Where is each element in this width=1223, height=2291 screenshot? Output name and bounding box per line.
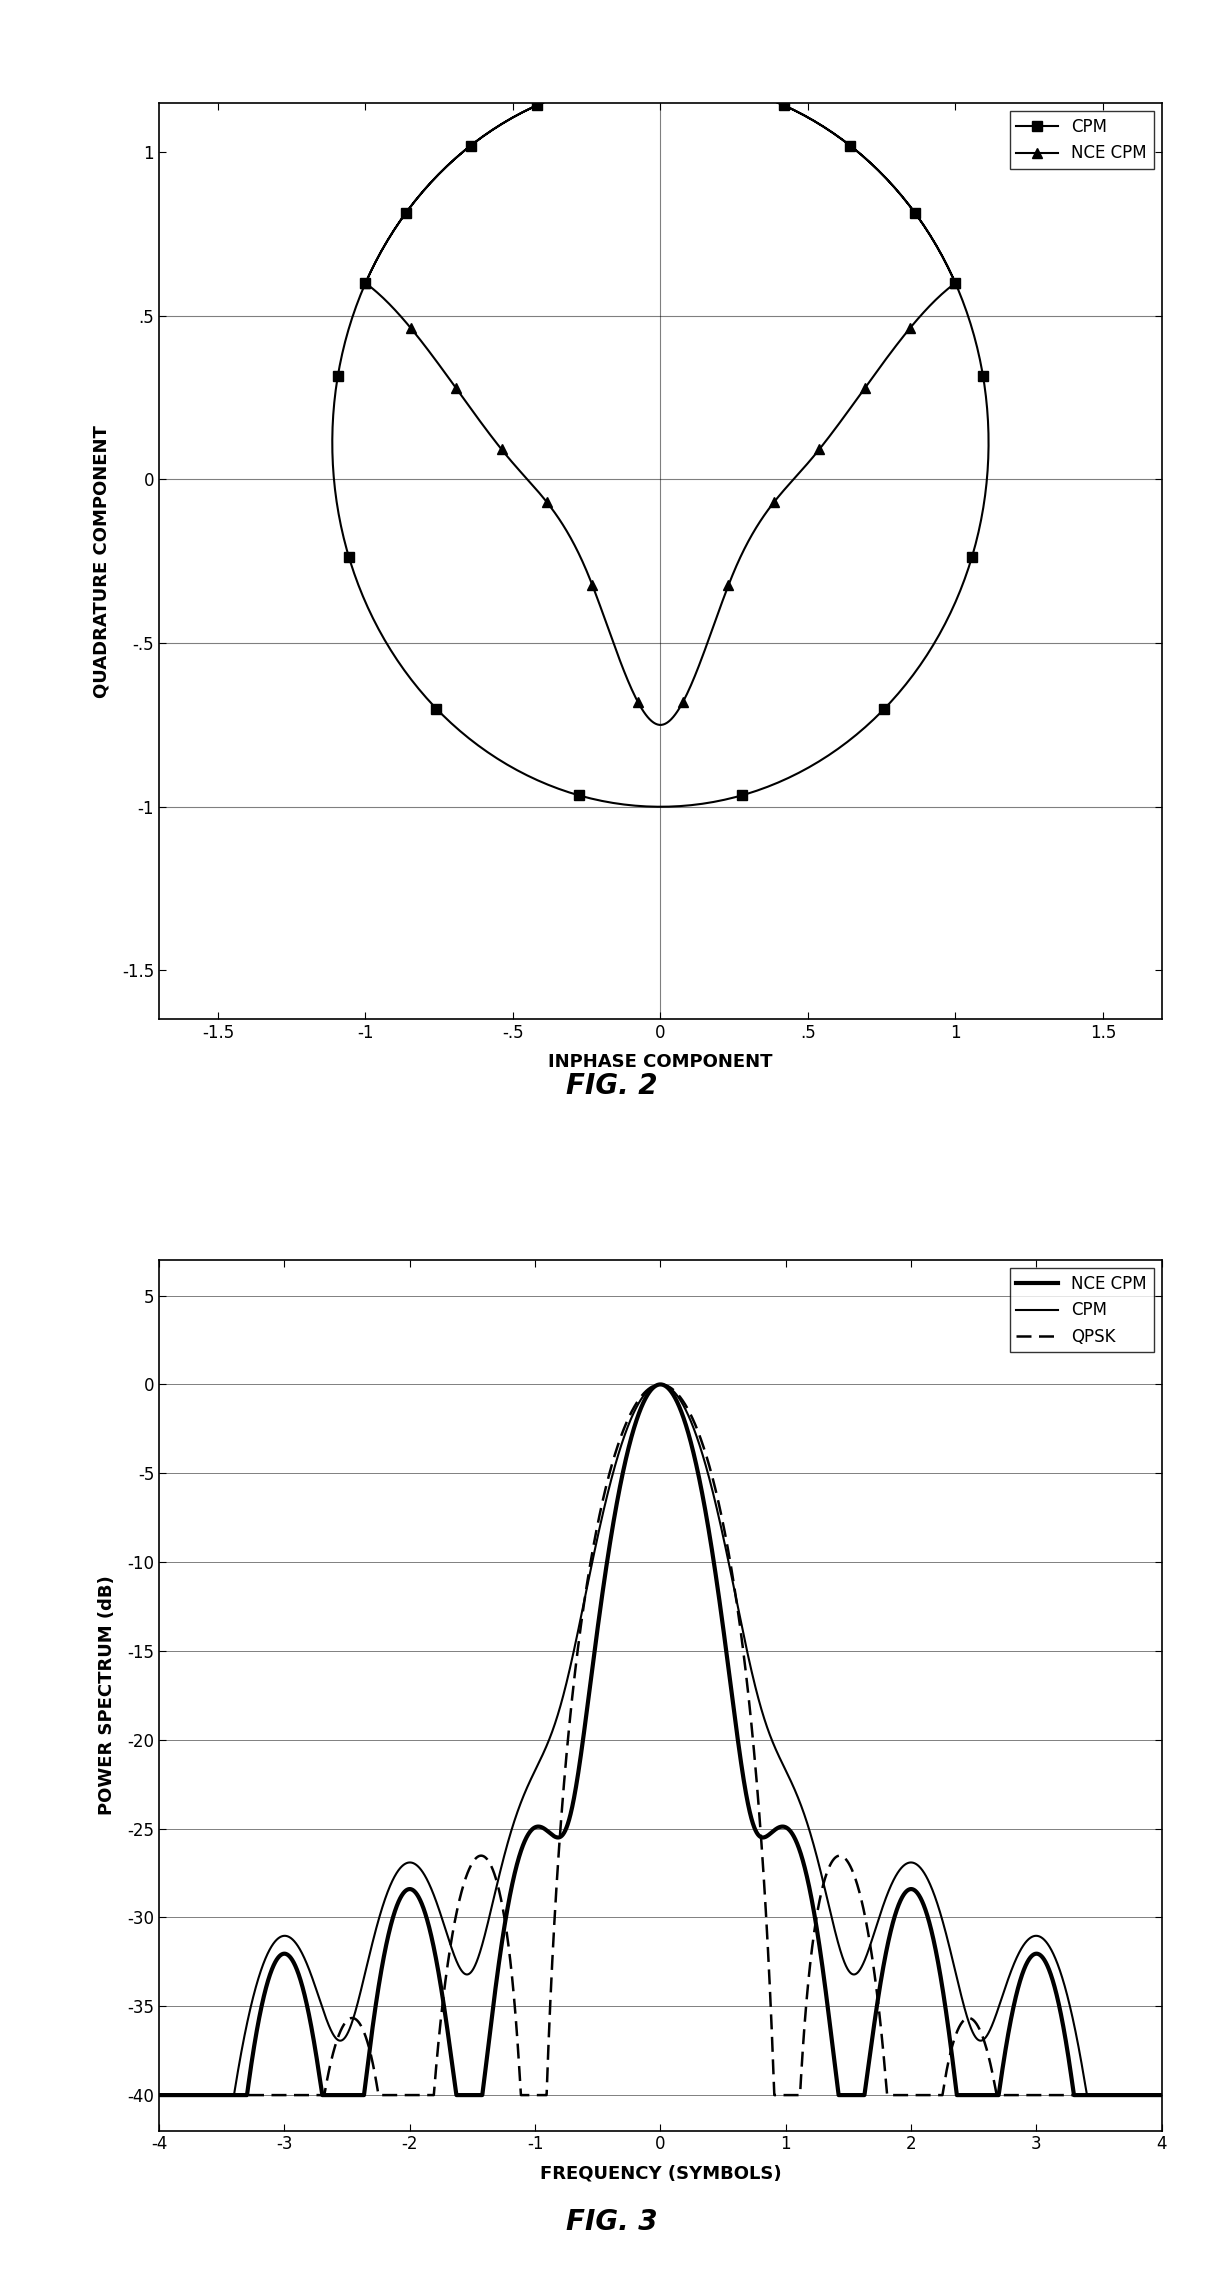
QPSK <box>745 1721 759 1748</box>
NCE CPM <box>1155 2080 1169 2108</box>
QPSK <box>152 2080 166 2108</box>
Line: NCE CPM: NCE CPM <box>159 1384 1162 2094</box>
Text: FIG. 2: FIG. 2 <box>566 1072 657 1100</box>
CPM <box>1155 2080 1169 2108</box>
NCE CPM <box>895 1883 910 1911</box>
QPSK <box>789 2080 804 2108</box>
NCE CPM <box>202 2080 216 2108</box>
Line: QPSK: QPSK <box>159 1384 1162 2094</box>
X-axis label: INPHASE COMPONENT: INPHASE COMPONENT <box>548 1054 773 1072</box>
NCE CPM <box>789 1828 804 1856</box>
NCE CPM <box>653 1370 668 1398</box>
Y-axis label: QUADRATURE COMPONENT: QUADRATURE COMPONENT <box>93 424 111 699</box>
NCE CPM <box>515 1835 530 1863</box>
NCE CPM <box>152 2080 166 2108</box>
Legend: NCE CPM, CPM, QPSK: NCE CPM, CPM, QPSK <box>1009 1269 1153 1352</box>
Line: CPM: CPM <box>159 1384 1162 2094</box>
QPSK <box>949 2021 964 2048</box>
QPSK <box>1155 2080 1169 2108</box>
CPM <box>202 2080 216 2108</box>
CPM <box>895 1853 910 1881</box>
NCE CPM <box>745 1808 759 1835</box>
QPSK <box>895 2080 910 2108</box>
QPSK <box>515 2080 530 2108</box>
Text: FIG. 3: FIG. 3 <box>566 2209 657 2236</box>
QPSK <box>202 2080 216 2108</box>
Legend: CPM, NCE CPM: CPM, NCE CPM <box>1009 112 1153 170</box>
CPM <box>789 1780 804 1808</box>
CPM <box>745 1661 759 1688</box>
QPSK <box>653 1370 668 1398</box>
Y-axis label: POWER SPECTRUM (dB): POWER SPECTRUM (dB) <box>98 1576 116 1814</box>
CPM <box>949 1961 964 1989</box>
CPM <box>152 2080 166 2108</box>
X-axis label: FREQUENCY (SYMBOLS): FREQUENCY (SYMBOLS) <box>539 2165 781 2183</box>
NCE CPM <box>949 2076 964 2103</box>
CPM <box>653 1370 668 1398</box>
CPM <box>515 1785 530 1812</box>
